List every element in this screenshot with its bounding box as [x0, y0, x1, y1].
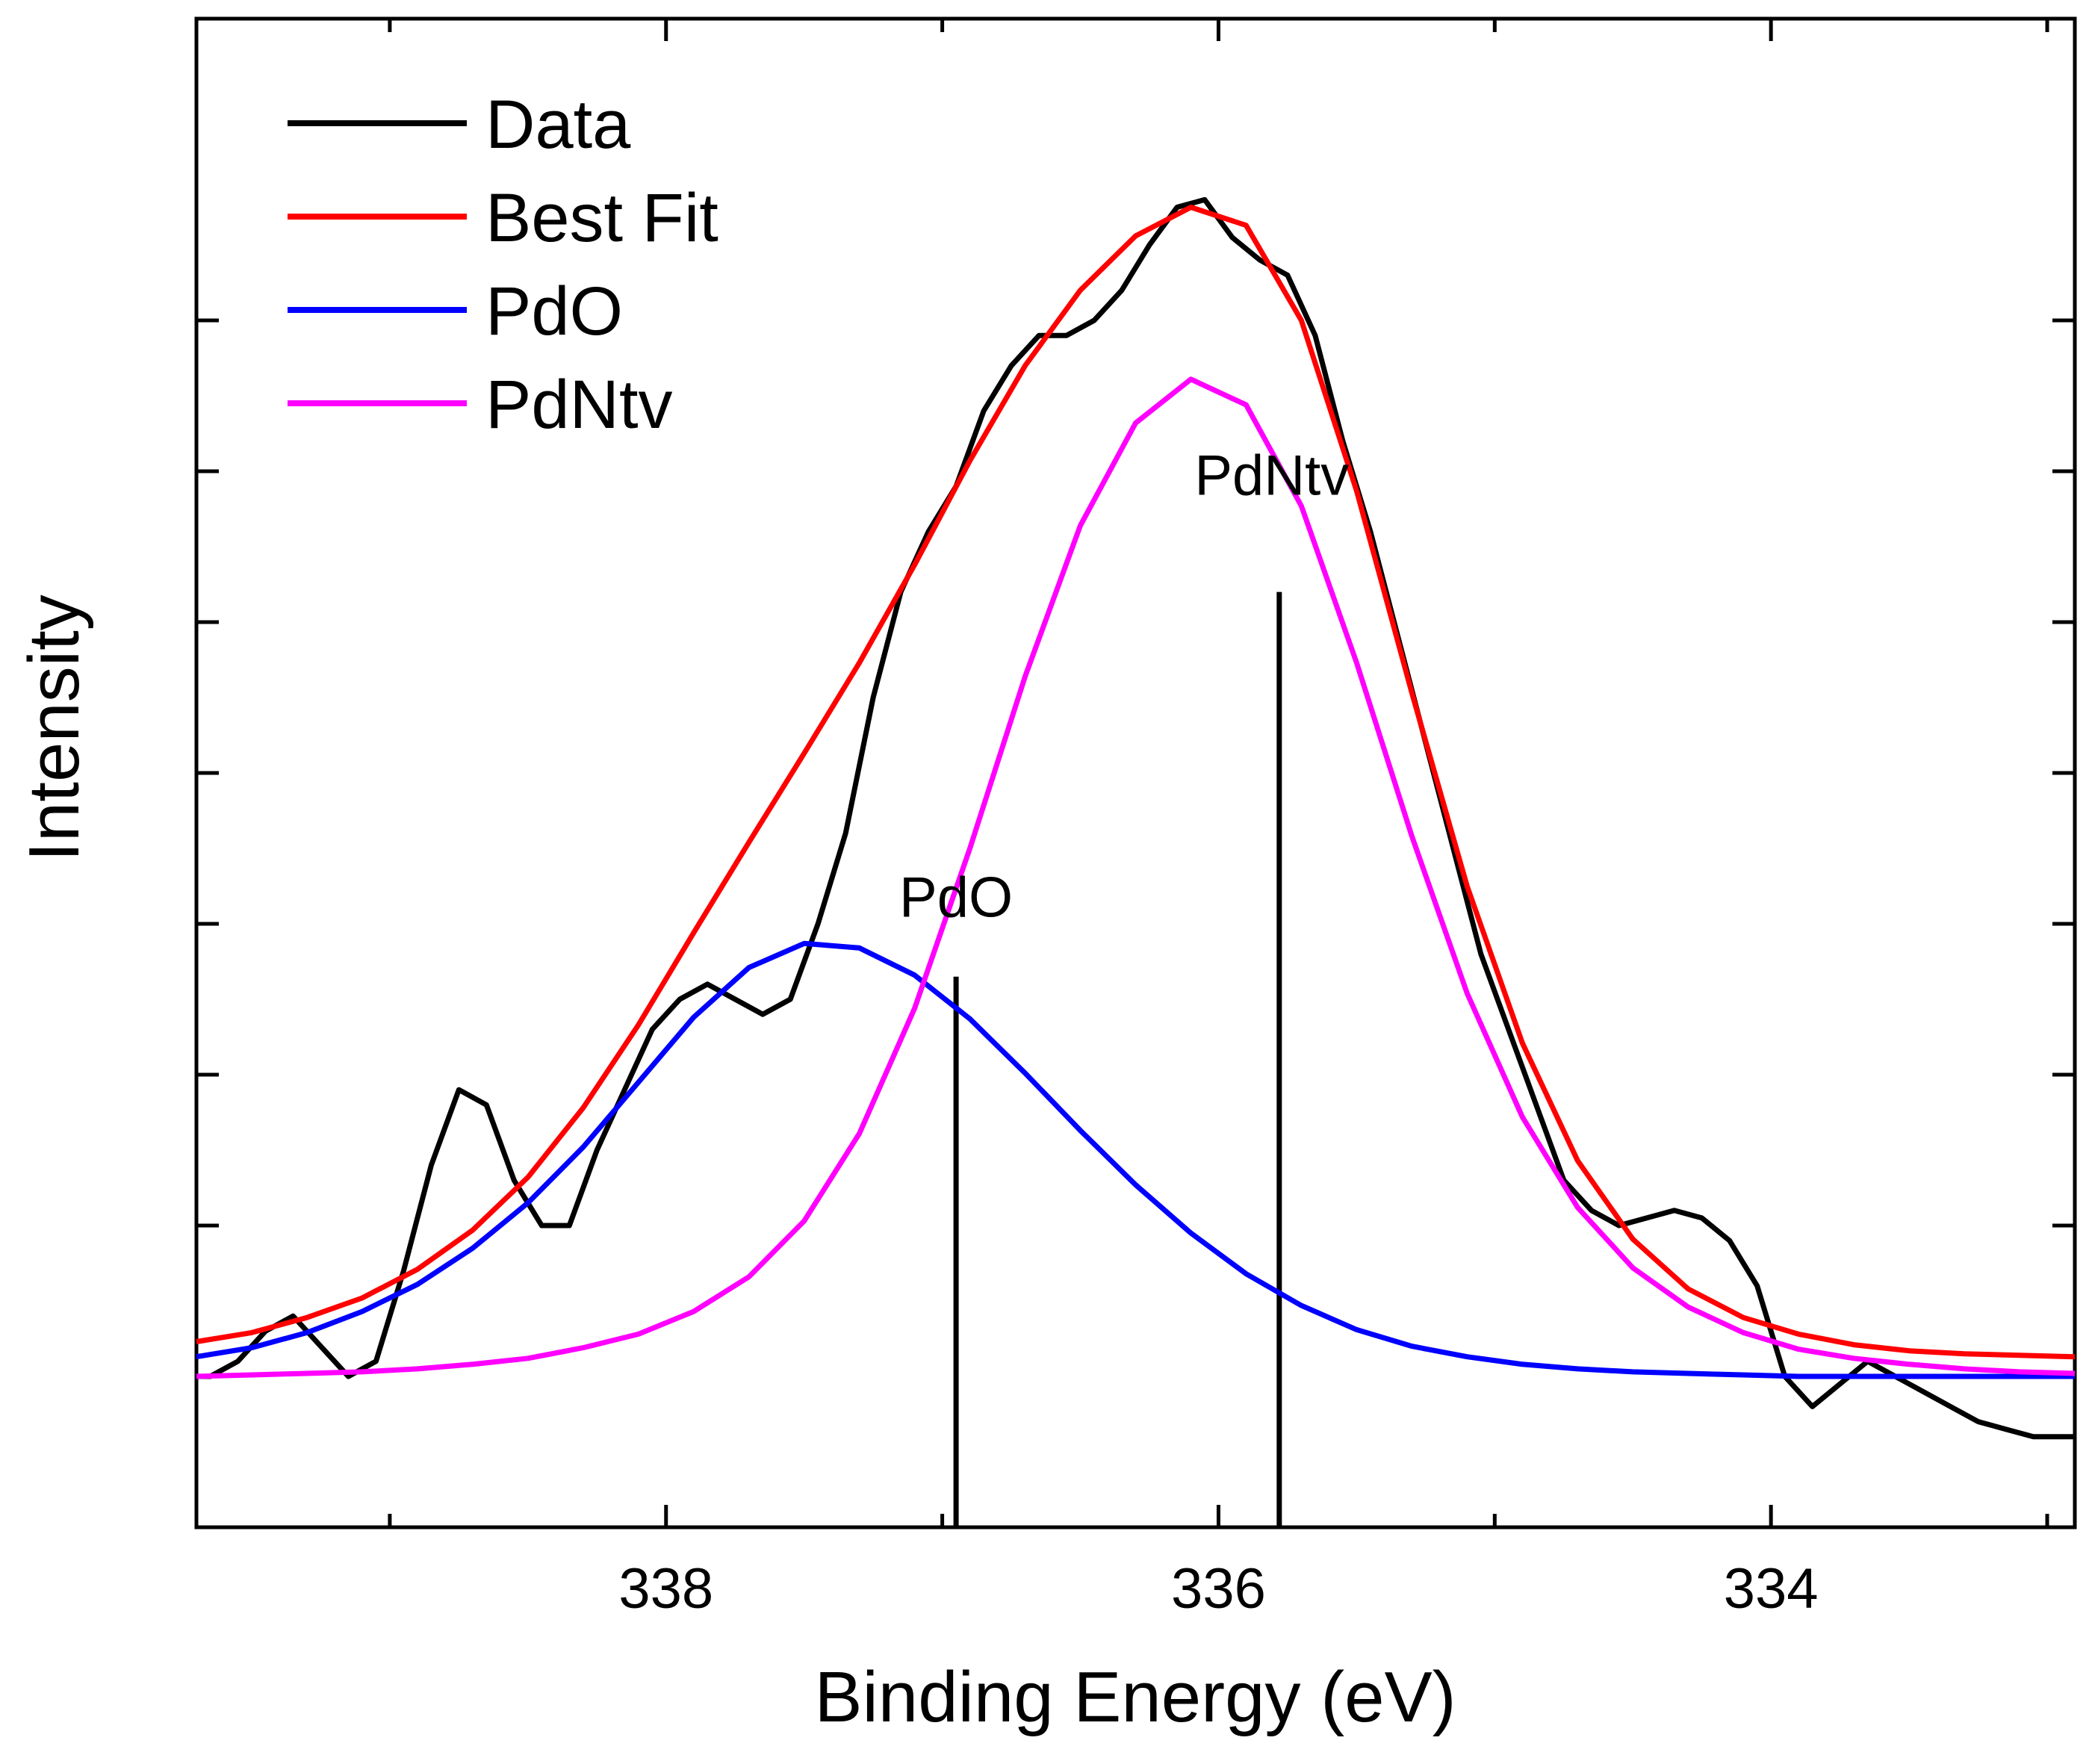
legend: Data Best Fit PdO PdNtv — [288, 87, 718, 443]
legend-label-pdo: PdO — [485, 273, 623, 350]
series-line-pdo — [196, 940, 2075, 1379]
series-line-best-fit — [196, 205, 2076, 1360]
annotation-lines — [953, 591, 1282, 1527]
x-tick-label-0: 338 — [618, 1557, 713, 1621]
y-axis-label: Intensity — [14, 594, 94, 862]
legend-label-data: Data — [485, 87, 631, 163]
annotation-labels: PdO PdNtv — [899, 444, 1349, 930]
plot-frame — [194, 16, 2077, 1529]
series-line-pdntv — [196, 376, 2076, 1379]
series-layer — [196, 196, 2076, 1440]
series-line-data — [196, 196, 2075, 1440]
x-tick-label-2: 334 — [1724, 1557, 1819, 1621]
legend-label-best-fit: Best Fit — [485, 180, 718, 256]
annotation-label-pdo: PdO — [899, 866, 1013, 930]
annotation-label-pdntv: PdNtv — [1194, 444, 1349, 508]
x-axis-label: Binding Energy (eV) — [814, 1657, 1456, 1737]
legend-label-pdntv: PdNtv — [485, 367, 673, 443]
x-tick-label-1: 336 — [1171, 1557, 1266, 1621]
ticks-layer: 338 336 334 — [196, 19, 2075, 1621]
